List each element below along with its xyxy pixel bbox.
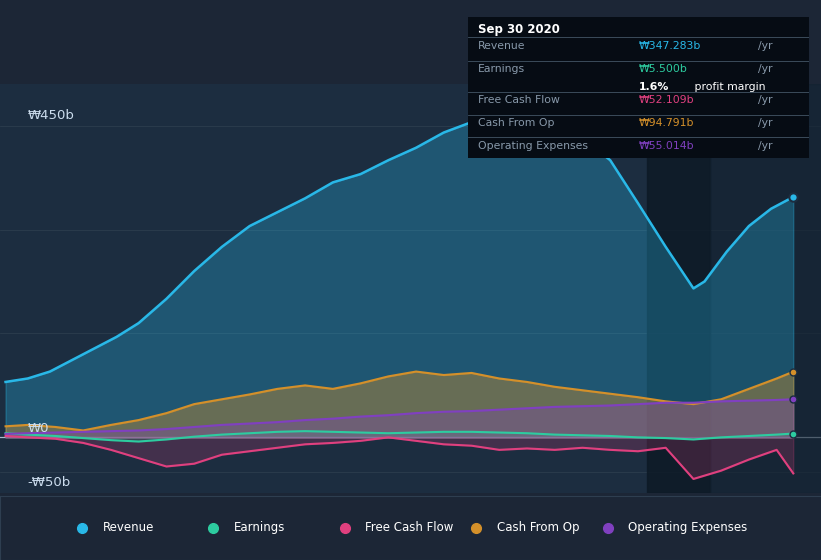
Text: /yr: /yr — [758, 141, 772, 151]
Text: Operating Expenses: Operating Expenses — [478, 141, 588, 151]
Bar — [710, 84, 821, 493]
Text: Free Cash Flow: Free Cash Flow — [478, 95, 560, 105]
Text: Earnings: Earnings — [234, 521, 286, 534]
Text: 1.6%: 1.6% — [639, 82, 668, 92]
Text: Revenue: Revenue — [103, 521, 154, 534]
Text: ₩52.109b: ₩52.109b — [639, 95, 694, 105]
Text: Sep 30 2020: Sep 30 2020 — [478, 23, 560, 36]
Text: /yr: /yr — [758, 95, 772, 105]
Text: Cash From Op: Cash From Op — [478, 118, 555, 128]
Text: /yr: /yr — [758, 118, 772, 128]
Text: profit margin: profit margin — [691, 82, 766, 92]
Text: Operating Expenses: Operating Expenses — [628, 521, 747, 534]
Text: Earnings: Earnings — [478, 64, 525, 74]
Text: /yr: /yr — [758, 41, 772, 51]
Text: /yr: /yr — [758, 64, 772, 74]
Text: ₩94.791b: ₩94.791b — [639, 118, 694, 128]
Text: ₩5.500b: ₩5.500b — [639, 64, 687, 74]
Text: ₩347.283b: ₩347.283b — [639, 41, 700, 51]
Text: Cash From Op: Cash From Op — [497, 521, 579, 534]
Text: ₩55.014b: ₩55.014b — [639, 141, 694, 151]
Text: Revenue: Revenue — [478, 41, 525, 51]
Bar — [647, 84, 710, 493]
Text: ₩450b: ₩450b — [28, 109, 75, 122]
Text: -₩50b: -₩50b — [28, 477, 71, 489]
Text: Free Cash Flow: Free Cash Flow — [365, 521, 454, 534]
Text: ₩0: ₩0 — [28, 422, 49, 435]
